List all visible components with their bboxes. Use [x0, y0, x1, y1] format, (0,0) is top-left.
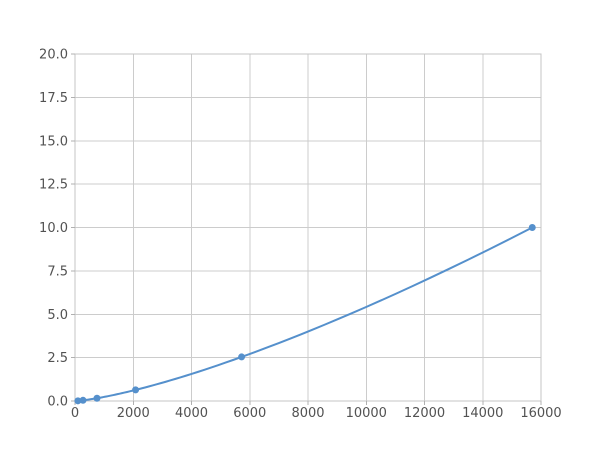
y-tick-label: 12.5 [39, 178, 68, 193]
y-tick-label: 10.0 [39, 221, 68, 236]
x-tick-label: 2000 [117, 406, 150, 421]
data-point [93, 394, 101, 402]
y-tick-label: 0.0 [47, 395, 68, 410]
y-tick-label: 5.0 [47, 308, 68, 323]
data-point [132, 386, 140, 394]
x-tick-label: 10000 [346, 406, 387, 421]
y-tick-label: 17.5 [39, 91, 68, 106]
x-tick-label: 0 [71, 406, 79, 421]
data-point [79, 396, 87, 404]
y-tick-label: 15.0 [39, 134, 68, 149]
data-point [74, 397, 82, 405]
y-tick-label: 20.0 [39, 48, 68, 63]
x-tick-label: 16000 [520, 406, 561, 421]
y-tick-label: 7.5 [47, 264, 68, 279]
x-tick-label: 4000 [175, 406, 208, 421]
data-point [238, 353, 246, 361]
x-tick-label: 6000 [233, 406, 266, 421]
data-point [528, 224, 536, 231]
x-tick-label: 12000 [404, 406, 445, 421]
x-tick-label: 14000 [462, 406, 503, 421]
y-tick-label: 2.5 [47, 351, 68, 366]
x-tick-label: 8000 [291, 406, 324, 421]
